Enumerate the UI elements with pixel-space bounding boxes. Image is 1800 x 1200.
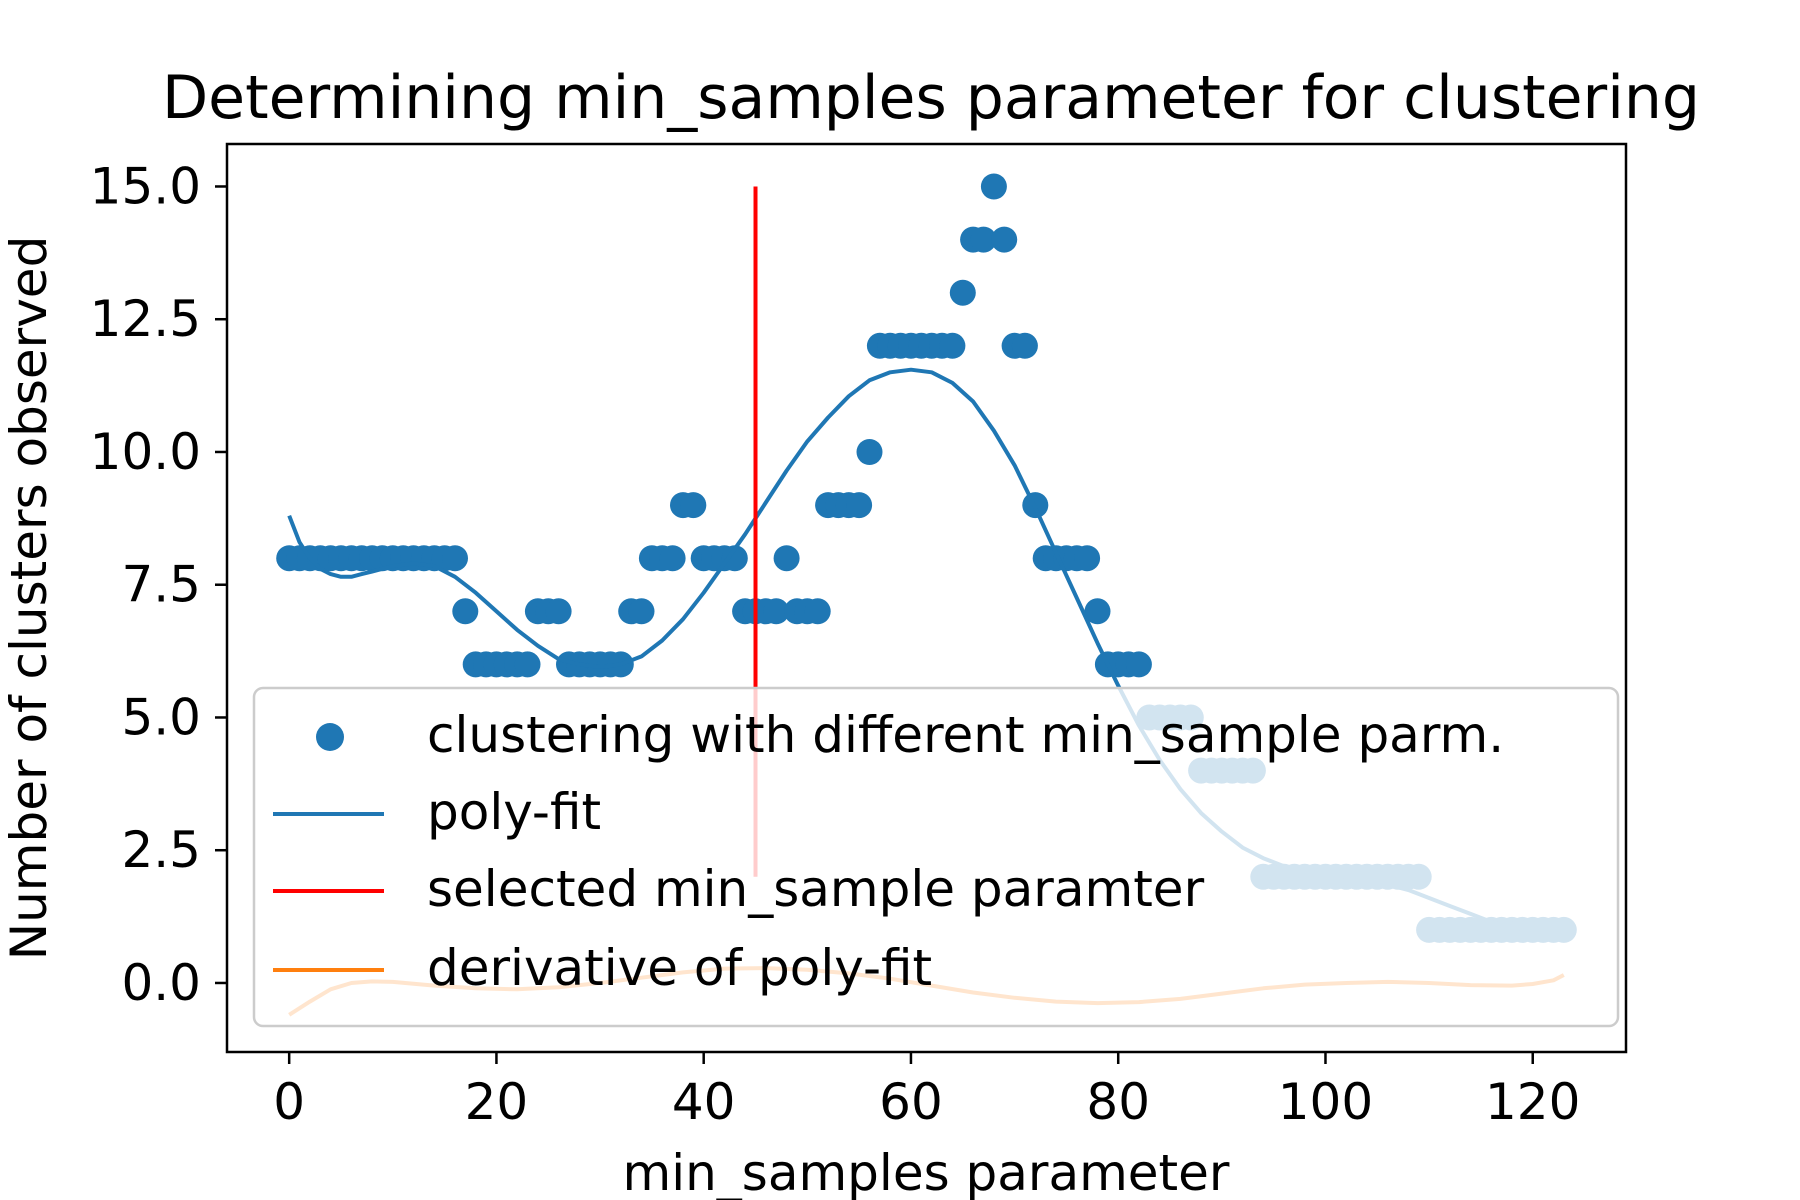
axis-ticks: 0 20 40 60 80 100 120 0.0 2.5 5.0 7.5 10.0 12.5 15.0	[90, 157, 1581, 1131]
x-tick-label: 100	[1278, 1073, 1373, 1131]
x-tick-label: 0	[273, 1073, 305, 1131]
y-tick-label: 2.5	[121, 821, 201, 879]
y-tick-label: 7.5	[121, 556, 201, 614]
x-tick-label: 40	[672, 1073, 736, 1131]
chart-title: Determining min_samples parameter for cl…	[162, 63, 1700, 133]
scatter-point	[721, 545, 748, 572]
x-tick-label: 20	[465, 1073, 529, 1131]
scatter-point	[442, 545, 468, 572]
x-tick-label: 80	[1086, 1073, 1150, 1131]
legend-label-derivative: derivative of poly-fit	[427, 939, 932, 997]
scatter-point	[991, 226, 1018, 253]
x-axis-label: min_samples parameter	[623, 1144, 1230, 1200]
scatter-point	[773, 545, 800, 572]
y-tick-label: 5.0	[121, 688, 201, 746]
scatter-point	[545, 598, 572, 625]
legend-label-selected: selected min_sample paramter	[427, 860, 1205, 918]
y-tick-label: 15.0	[90, 157, 201, 215]
y-tick-label: 12.5	[90, 290, 201, 348]
y-tick-label: 10.0	[90, 423, 201, 481]
scatter-point	[949, 279, 976, 306]
scatter-point	[980, 173, 1007, 200]
scatter-point	[1084, 598, 1111, 625]
legend: clustering with different min_sample par…	[252, 686, 1620, 1028]
scatter-point	[804, 598, 831, 625]
scatter-point	[1125, 651, 1152, 678]
scatter-point	[659, 545, 686, 572]
y-tick-label: 0.0	[121, 954, 201, 1012]
scatter-point	[763, 598, 790, 625]
scatter-point	[939, 332, 966, 359]
scatter-point	[856, 439, 883, 465]
scatter-point	[846, 492, 873, 519]
x-tick-label: 60	[879, 1073, 943, 1131]
scatter-point	[628, 598, 655, 625]
scatter-point	[1011, 332, 1038, 359]
scatter-point	[1074, 545, 1101, 572]
y-axis-label: Number of clusters observed	[0, 236, 58, 961]
x-tick-label: 120	[1485, 1073, 1580, 1131]
plot-frame	[225, 142, 1628, 1054]
legend-scatter-marker	[316, 723, 344, 751]
legend-label-polyfit: poly-fit	[427, 783, 601, 841]
scatter-point	[680, 492, 707, 519]
scatter-point	[970, 226, 997, 253]
legend-box	[252, 686, 1620, 1028]
scatter-point	[452, 598, 479, 625]
legend-label-scatter: clustering with different min_sample par…	[427, 706, 1504, 764]
scatter-point	[514, 651, 541, 678]
